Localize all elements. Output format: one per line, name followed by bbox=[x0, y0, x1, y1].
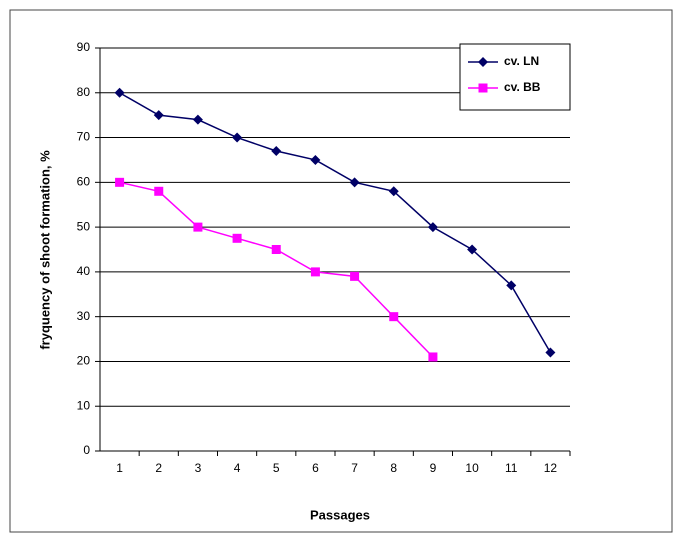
y-tick-label: 80 bbox=[77, 85, 91, 99]
marker bbox=[310, 154, 321, 165]
x-tick-label: 10 bbox=[465, 461, 479, 475]
marker bbox=[427, 222, 438, 233]
y-tick-label: 0 bbox=[83, 443, 90, 457]
legend-marker bbox=[478, 83, 488, 93]
marker bbox=[389, 312, 399, 322]
x-tick-label: 7 bbox=[351, 461, 358, 475]
marker bbox=[506, 280, 517, 291]
marker bbox=[428, 352, 438, 362]
y-tick-label: 70 bbox=[77, 130, 91, 144]
x-tick-label: 4 bbox=[234, 461, 241, 475]
marker bbox=[115, 177, 125, 187]
marker bbox=[271, 145, 282, 156]
y-axis-label: fryquency of shoot formation, % bbox=[37, 150, 52, 350]
y-tick-label: 50 bbox=[77, 219, 91, 233]
x-tick-label: 1 bbox=[116, 461, 123, 475]
marker bbox=[114, 87, 125, 98]
series-line bbox=[119, 92, 552, 353]
y-tick-label: 30 bbox=[77, 309, 91, 323]
x-tick-label: 5 bbox=[273, 461, 280, 475]
y-tick-label: 40 bbox=[77, 264, 91, 278]
y-tick-label: 60 bbox=[77, 175, 91, 189]
y-tick-label: 10 bbox=[77, 398, 91, 412]
marker bbox=[349, 177, 360, 188]
x-tick-label: 12 bbox=[544, 461, 558, 475]
x-axis-label: Passages bbox=[310, 507, 370, 522]
marker bbox=[388, 186, 399, 197]
x-tick-label: 6 bbox=[312, 461, 319, 475]
marker bbox=[271, 245, 281, 254]
legend-marker bbox=[478, 57, 488, 67]
legend-label: cv. BB bbox=[504, 80, 541, 94]
marker bbox=[193, 222, 203, 232]
legend bbox=[459, 43, 571, 111]
chart-frame bbox=[9, 9, 673, 533]
marker bbox=[232, 132, 243, 143]
legend-label: cv. LN bbox=[504, 54, 539, 68]
y-tick-label: 90 bbox=[77, 40, 91, 54]
marker bbox=[350, 271, 360, 281]
marker bbox=[153, 110, 164, 121]
x-tick-label: 8 bbox=[390, 461, 397, 475]
marker bbox=[192, 114, 203, 125]
marker bbox=[232, 233, 242, 243]
x-tick-label: 2 bbox=[155, 461, 162, 475]
x-tick-label: 9 bbox=[430, 461, 437, 475]
y-tick-label: 20 bbox=[77, 354, 91, 368]
marker bbox=[545, 347, 556, 358]
x-tick-label: 3 bbox=[195, 461, 202, 475]
marker bbox=[467, 244, 478, 255]
marker bbox=[154, 186, 164, 196]
marker bbox=[310, 267, 320, 277]
x-tick-label: 11 bbox=[505, 461, 518, 475]
